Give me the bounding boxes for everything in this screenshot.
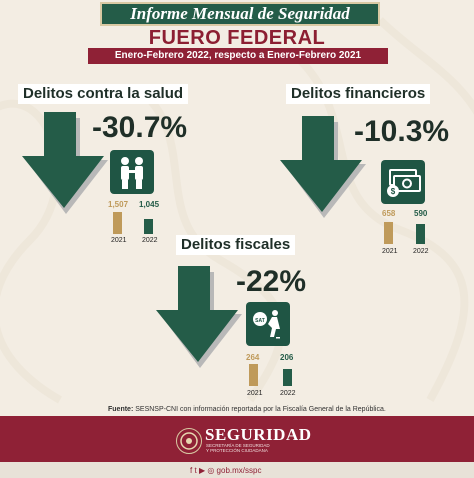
change-financieros: -10.3% bbox=[354, 115, 450, 148]
category-title-salud: Delitos contra la salud bbox=[18, 84, 189, 104]
bar-label-salud-2022: 1,045 bbox=[139, 200, 160, 209]
bar-label-fiscales-2022: 206 bbox=[280, 353, 294, 362]
youtube-icon[interactable]: ▶ bbox=[198, 466, 206, 475]
year-salud-2022: 2022 bbox=[142, 237, 158, 244]
down-arrow-salud bbox=[22, 112, 108, 214]
year-financieros-2022: 2022 bbox=[413, 248, 429, 255]
report-banner: Informe Mensual de Seguridad bbox=[100, 2, 380, 26]
bar-salud-2022 bbox=[144, 219, 153, 234]
money-icon: $ bbox=[381, 160, 425, 204]
bar-label-salud-2021: 1,507 bbox=[108, 200, 129, 209]
footer-subtitle: SECRETARÍA DE SEGURIDAD Y PROTECCIÓN CIU… bbox=[206, 443, 270, 453]
twitter-icon[interactable]: t bbox=[194, 466, 197, 475]
tax-burden-icon: SAT bbox=[246, 302, 290, 346]
instagram-icon[interactable]: ◎ bbox=[207, 466, 215, 475]
facebook-icon[interactable]: f bbox=[190, 466, 193, 475]
footer-band bbox=[0, 416, 474, 462]
change-fiscales: -22% bbox=[236, 265, 307, 298]
bar-label-financieros-2022: 590 bbox=[414, 209, 428, 218]
bar-financieros-2022 bbox=[416, 224, 425, 244]
bar-fiscales-2021 bbox=[249, 364, 258, 386]
page-title: FUERO FEDERAL bbox=[148, 27, 326, 49]
social-links: f t ▶ ◎ gob.mx/sspc bbox=[190, 466, 261, 475]
source-note: Fuente: SESNSP-CNI con información repor… bbox=[108, 406, 386, 413]
year-financieros-2021: 2021 bbox=[382, 248, 398, 255]
bar-label-fiscales-2021: 264 bbox=[246, 353, 260, 362]
source-label: Fuente: bbox=[108, 406, 134, 413]
year-salud-2021: 2021 bbox=[111, 237, 127, 244]
footer-brand: SEGURIDAD bbox=[205, 425, 312, 444]
bar-label-financieros-2021: 658 bbox=[382, 209, 396, 218]
bar-fiscales-2022 bbox=[283, 369, 292, 386]
year-fiscales-2021: 2021 bbox=[247, 390, 263, 397]
down-arrow-financieros bbox=[280, 116, 366, 218]
change-salud: -30.7% bbox=[92, 111, 188, 144]
emblem-icon bbox=[176, 428, 202, 454]
down-arrow-fiscales bbox=[156, 266, 242, 368]
svg-text:$: $ bbox=[391, 187, 396, 196]
svg-text:SAT: SAT bbox=[255, 318, 265, 324]
footer-subtitle-line1: SECRETARÍA DE SEGURIDAD bbox=[206, 443, 270, 448]
category-title-financieros: Delitos financieros bbox=[286, 84, 431, 104]
bar-financieros-2021 bbox=[384, 222, 393, 244]
footer-subtitle-line2: Y PROTECCIÓN CIUDADANA bbox=[206, 448, 268, 453]
source-text: SESNSP-CNI con información reportada por… bbox=[135, 406, 386, 413]
category-title-fiscales: Delitos fiscales bbox=[176, 235, 296, 255]
year-fiscales-2022: 2022 bbox=[280, 390, 296, 397]
footer-url[interactable]: gob.mx/sspc bbox=[216, 466, 262, 475]
bar-salud-2021 bbox=[113, 212, 122, 234]
period-strip: Enero-Febrero 2022, respecto a Enero-Feb… bbox=[88, 48, 388, 64]
people-icon bbox=[110, 150, 154, 194]
